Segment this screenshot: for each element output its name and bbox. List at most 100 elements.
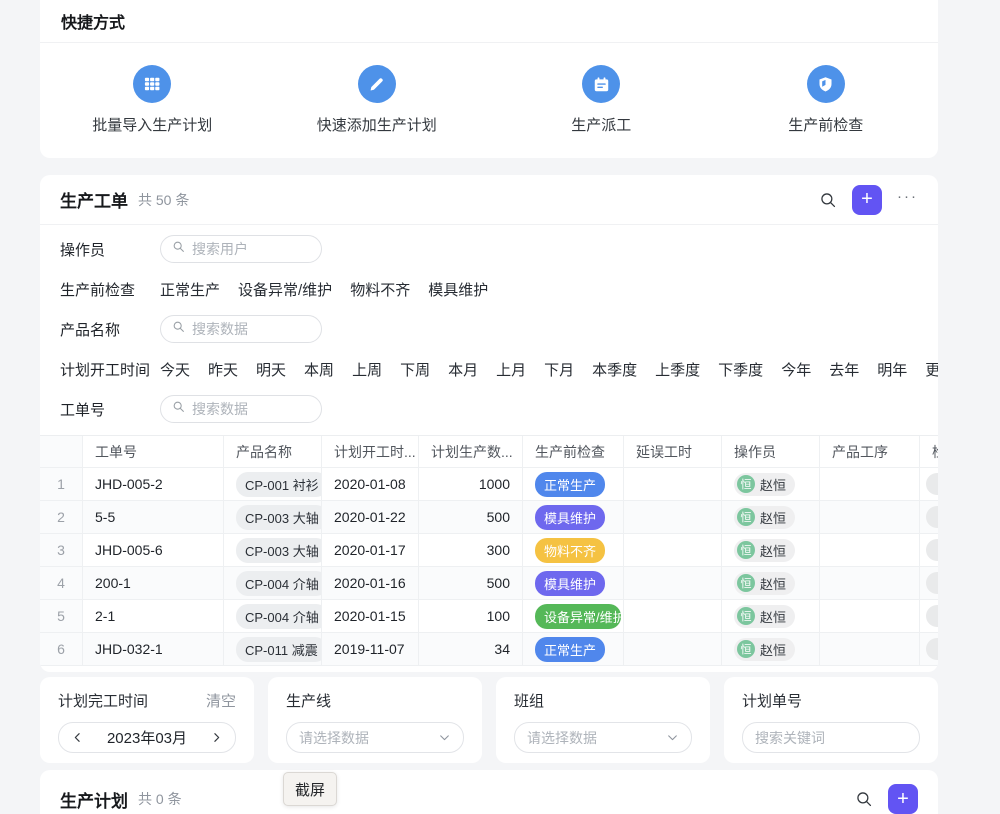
work-orders-table: 工单号产品名称计划开工时...计划生产数...生产前检查延误工时操作员产品工序检… [40, 435, 938, 666]
more-menu-icon[interactable]: ··· [897, 188, 918, 205]
table-row[interactable]: 4 200-1 CP-004 介轴 2020-01-16 500 模具维护 恒赵恒 [40, 567, 938, 600]
add-record-button[interactable]: + [852, 184, 882, 215]
filter-option[interactable]: 上月 [496, 361, 527, 379]
clear-button[interactable]: 清空 [205, 693, 236, 710]
filter-search-input[interactable]: 搜索用户 [160, 235, 322, 263]
bottom-filter-label: 计划单号 [742, 693, 803, 710]
shortcuts-header: 快捷方式 [40, 0, 938, 43]
cell-delay-hours [624, 501, 722, 533]
table-row[interactable]: 6 JHD-032-1 CP-011 减震 2019-11-07 34 正常生产 恒赵恒 [40, 633, 938, 666]
filter-option[interactable]: 明天 [256, 361, 287, 379]
text-input[interactable]: 搜索关键词 [742, 722, 920, 753]
placeholder-text: 搜索用户 [192, 241, 248, 257]
chevron-right-icon[interactable] [210, 731, 223, 744]
filter-option[interactable]: 设备异常/维护 [238, 281, 333, 299]
column-header[interactable] [40, 436, 83, 467]
search-icon[interactable] [855, 790, 873, 808]
filter-label: 计划开工时间 [60, 361, 151, 379]
production-plan-count: 共 0 条 [138, 791, 182, 807]
cell-order-no: JHD-005-6 [83, 534, 224, 566]
filter-option[interactable]: 物料不齐 [350, 281, 411, 299]
column-header[interactable]: 延误工时 [624, 436, 722, 467]
filter-option[interactable]: 本月 [448, 361, 479, 379]
shield-icon [806, 65, 845, 103]
column-header[interactable]: 计划开工时... [322, 436, 419, 467]
filter-option[interactable]: 本周 [304, 361, 335, 379]
search-icon[interactable] [819, 191, 837, 209]
column-header[interactable]: 生产前检查 [523, 436, 624, 467]
filter-option[interactable]: 今年 [781, 361, 812, 379]
cell-product: CP-003 大轴 [224, 534, 322, 566]
cell-precheck: 模具维护 [523, 567, 624, 599]
bottom-filter-card: 班组 请选择数据 [496, 677, 710, 763]
filter-option[interactable]: 今天 [160, 361, 191, 379]
cell-precheck: 物料不齐 [523, 534, 624, 566]
filter-label: 产品名称 [60, 321, 121, 339]
cell-qty: 500 [419, 501, 523, 533]
cell-order-no: 2-1 [83, 600, 224, 632]
cell-precheck: 正常生产 [523, 468, 624, 500]
cell-operator: 恒赵恒 [722, 468, 820, 500]
filter-option[interactable]: 本季度 [592, 361, 638, 379]
avatar: 恒 [737, 607, 755, 625]
shortcut-item[interactable]: 批量导入生产计划 [40, 65, 265, 135]
filter-option[interactable]: 昨天 [208, 361, 239, 379]
column-header[interactable]: 计划生产数... [419, 436, 523, 467]
chevron-left-icon[interactable] [71, 731, 84, 744]
add-record-button[interactable]: + [888, 784, 918, 814]
cell-clipped [920, 534, 938, 566]
cell-qty: 100 [419, 600, 523, 632]
table-row[interactable]: 3 JHD-005-6 CP-003 大轴 2020-01-17 300 物料不齐 恒赵恒 [40, 534, 938, 567]
status-badge: 物料不齐 [535, 537, 606, 563]
filter-search-input[interactable]: 搜索数据 [160, 315, 322, 343]
table-row[interactable]: 1 JHD-005-2 CP-001 衬衫 2020-01-08 1000 正常生产 恒赵恒 [40, 468, 938, 501]
filter-more-button[interactable]: 更多 [925, 361, 938, 379]
cell-operator: 恒赵恒 [722, 633, 820, 665]
filter-option[interactable]: 去年 [829, 361, 860, 379]
month-picker[interactable]: 2023年03月 [58, 722, 236, 753]
filter-option[interactable]: 明年 [877, 361, 908, 379]
table-row[interactable]: 5 2-1 CP-004 介轴 2020-01-15 100 设备异常/维护 恒赵恒 [40, 600, 938, 633]
cell-operator: 恒赵恒 [722, 567, 820, 599]
column-header[interactable]: 产品名称 [224, 436, 322, 467]
filter-option[interactable]: 下季度 [718, 361, 764, 379]
filter-row: 计划开工时间 今天 昨天 明天 本周 上周 下周 本月 上月 下月 本季度 上季度 下季度 今年 去年 明年更… [60, 349, 938, 389]
avatar: 恒 [737, 640, 755, 658]
filter-option[interactable]: 下月 [544, 361, 575, 379]
filter-option[interactable]: 模具维护 [428, 281, 489, 299]
avatar-placeholder [926, 572, 938, 594]
product-tag: CP-004 介轴 [236, 570, 321, 596]
column-header[interactable]: 工单号 [83, 436, 224, 467]
bottom-filter-card: 计划单号 搜索关键词 [724, 677, 938, 763]
cell-delay-hours [624, 468, 722, 500]
filter-option[interactable]: 下周 [400, 361, 431, 379]
row-number: 2 [40, 501, 83, 533]
bottom-filter-card: 生产线 请选择数据 [268, 677, 482, 763]
select-input[interactable]: 请选择数据 [514, 722, 692, 753]
column-header[interactable]: 产品工序 [820, 436, 920, 467]
row-number: 3 [40, 534, 83, 566]
shortcut-item[interactable]: 生产派工 [489, 65, 714, 135]
shortcut-item[interactable]: 生产前检查 [714, 65, 939, 135]
operator-name: 赵恒 [760, 510, 787, 526]
column-header[interactable]: 检 [920, 436, 938, 467]
bottom-filter-card: 计划完工时间 清空 2023年03月 [40, 677, 254, 763]
column-header[interactable]: 操作员 [722, 436, 820, 467]
grid-icon [133, 65, 172, 103]
filter-option[interactable]: 正常生产 [160, 281, 221, 299]
cell-operator: 恒赵恒 [722, 534, 820, 566]
filter-label: 工单号 [60, 401, 106, 419]
select-input[interactable]: 请选择数据 [286, 722, 464, 753]
screenshot-button[interactable]: 截屏 [283, 772, 337, 806]
cell-product: CP-003 大轴 [224, 501, 322, 533]
cell-precheck: 正常生产 [523, 633, 624, 665]
filter-option[interactable]: 上周 [352, 361, 383, 379]
shortcut-item[interactable]: 快速添加生产计划 [265, 65, 490, 135]
filter-search-input[interactable]: 搜索数据 [160, 395, 322, 423]
filter-row: 产品名称 搜索数据 [60, 309, 918, 349]
status-badge: 设备异常/维护 [535, 603, 621, 629]
bottom-filter-header: 计划完工时间 清空 [58, 690, 236, 711]
filter-option[interactable]: 上季度 [655, 361, 701, 379]
table-row[interactable]: 2 5-5 CP-003 大轴 2020-01-22 500 模具维护 恒赵恒 [40, 501, 938, 534]
placeholder-text: 请选择数据 [527, 729, 597, 746]
